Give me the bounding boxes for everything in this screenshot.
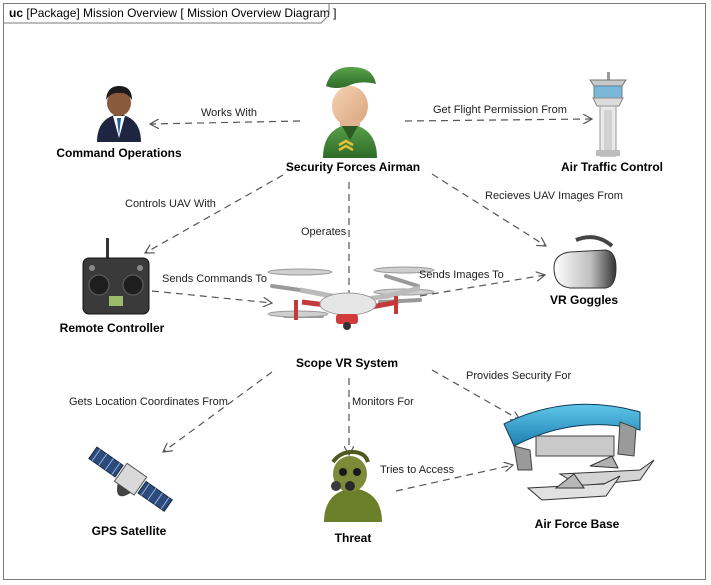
edge-gets-location — [163, 371, 273, 452]
node-label-air-traffic-control: Air Traffic Control — [560, 160, 664, 174]
edge-tries-to-access — [395, 465, 513, 492]
label-controls-uav-with: Controls UAV With — [125, 198, 216, 210]
node-label-command-operations: Command Operations — [56, 146, 182, 160]
label-monitors-for: Monitors For — [352, 396, 414, 408]
frame-tab-outline — [3, 3, 330, 24]
label-works-with: Works With — [201, 107, 258, 119]
node-label-vr-goggles: VR Goggles — [549, 293, 619, 307]
edge-sends-images-to — [419, 275, 545, 297]
label-provides-security: Provides Security For — [466, 370, 572, 382]
node-label-remote-controller: Remote Controller — [59, 321, 165, 335]
node-label-threat: Threat — [334, 531, 372, 545]
node-label-security-forces-airman: Security Forces Airman — [285, 160, 421, 174]
edge-controls-uav-with — [145, 174, 284, 253]
label-tries-to-access: Tries to Access — [380, 464, 455, 476]
edge-get-flight-permission — [404, 119, 592, 121]
frame-header: uc [Package] Mission Overview [ Mission … — [3, 3, 344, 24]
label-sends-commands-to: Sends Commands To — [162, 273, 267, 285]
vr-goggles-icon — [553, 235, 617, 289]
label-sends-images-to: Sends Images To — [419, 269, 504, 281]
edge-sends-commands-to — [151, 290, 272, 303]
edge-recieves-uav-images — [431, 173, 546, 246]
node-label-air-force-base: Air Force Base — [534, 517, 620, 531]
diagram-frame — [3, 3, 706, 580]
label-gets-location-coordinates: Gets Location Coordinates From — [69, 396, 228, 408]
gps-satellite-icon — [88, 446, 173, 512]
security-forces-airman-icon — [323, 66, 377, 158]
air-force-base-icon — [503, 403, 655, 501]
frame-title: [Package] Mission Overview [ Mission Ove… — [26, 6, 337, 20]
node-label-gps-satellite: GPS Satellite — [91, 524, 167, 538]
edge-works-with — [150, 121, 301, 124]
edge-provides-security — [431, 369, 520, 420]
label-operates: Operates — [301, 226, 347, 238]
node-label-scope-vr-system: Scope VR System — [295, 356, 399, 370]
label-recieves-uav-images: Recieves UAV Images From — [485, 190, 623, 202]
scope-vr-system-icon — [267, 266, 435, 330]
threat-icon — [324, 449, 382, 522]
frame-kind: uc — [9, 6, 24, 20]
remote-controller-icon — [82, 238, 150, 315]
command-operations-icon — [97, 86, 141, 142]
label-get-flight-permission: Get Flight Permission From — [433, 104, 567, 116]
air-traffic-control-icon — [589, 72, 627, 157]
